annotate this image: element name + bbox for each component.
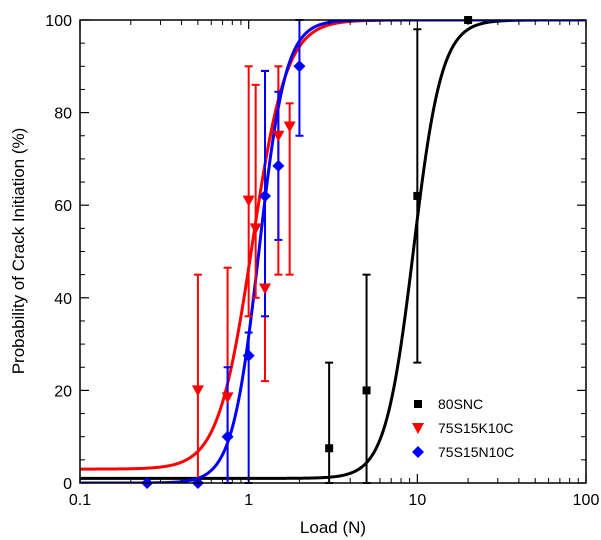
y-tick-label: 0	[63, 476, 72, 493]
data-point	[249, 223, 262, 235]
data-point	[242, 349, 255, 362]
y-axis-label: Probability of Crack Initiation (%)	[9, 128, 28, 375]
y-tick-label: 40	[54, 291, 72, 308]
legend-marker	[412, 446, 424, 458]
fit-curve	[80, 20, 586, 483]
y-tick-label: 80	[54, 106, 72, 123]
y-tick-label: 100	[45, 13, 72, 30]
fit-curves	[80, 20, 586, 483]
y-tick-label: 60	[54, 198, 72, 215]
x-tick-label: 0.1	[69, 492, 91, 509]
data-point	[272, 130, 285, 142]
data-point	[293, 60, 306, 73]
x-tick-label: 100	[573, 492, 600, 509]
data-point	[272, 159, 285, 172]
legend-label: 75S15N10C	[438, 444, 514, 460]
data-point	[259, 189, 272, 202]
legend-marker	[414, 400, 422, 408]
legend: 80SNC 75S15K10C 75S15N10C	[412, 396, 514, 460]
fit-curve	[80, 20, 586, 480]
data-point	[242, 195, 255, 207]
legend-marker	[412, 423, 424, 434]
data-point	[283, 121, 296, 133]
data-point	[413, 191, 422, 200]
data-point	[221, 430, 234, 443]
axes: 0.1 1 10 100 0 20 40 60 80 100	[45, 13, 599, 509]
legend-label: 80SNC	[438, 396, 483, 412]
data-point	[259, 283, 272, 295]
data-markers	[141, 16, 473, 489]
fit-curve	[80, 20, 586, 471]
data-point	[362, 386, 371, 395]
x-tick-label: 10	[408, 492, 426, 509]
data-point	[191, 385, 204, 397]
plot-frame	[79, 19, 587, 484]
y-tick-label: 20	[54, 383, 72, 400]
data-point	[325, 444, 334, 453]
x-tick-label: 1	[244, 492, 253, 509]
x-axis-label: Load (N)	[300, 518, 366, 537]
data-point	[221, 392, 234, 404]
legend-label: 75S15K10C	[438, 420, 514, 436]
